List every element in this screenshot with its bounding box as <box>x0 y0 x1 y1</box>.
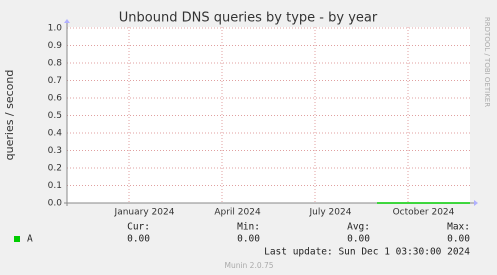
summary-value: 0.00 <box>447 234 470 245</box>
summary-value: 0.00 <box>237 234 260 245</box>
summary-header: Avg: <box>347 222 370 233</box>
summary-header: Cur: <box>127 222 150 233</box>
summary-header: Max: <box>447 222 470 233</box>
y-axis-label: queries / second <box>3 70 16 161</box>
y-tick-label: 0.1 <box>48 181 62 191</box>
side-text: RRDTOOL / TOBI OETIKER <box>483 17 491 107</box>
x-tick-label: October 2024 <box>393 208 455 218</box>
y-tick-label: 1.0 <box>48 24 63 34</box>
y-tick-label: 0.7 <box>48 76 62 86</box>
y-tick-label: 0.3 <box>48 146 62 156</box>
x-tick-label: January 2024 <box>114 208 175 218</box>
summary-value: 0.00 <box>347 234 370 245</box>
chart-title: Unbound DNS queries by type - by year <box>119 11 378 26</box>
footer: Munin 2.0.75 <box>224 261 273 270</box>
y-tick-label: 0.2 <box>48 164 62 174</box>
x-axis-arrow <box>474 200 478 206</box>
y-tick-label: 0.4 <box>48 129 63 139</box>
y-tick-label: 0.9 <box>48 41 63 51</box>
y-tick-label: 0.5 <box>48 111 62 121</box>
summary-value: 0.00 <box>127 234 150 245</box>
legend-label: A <box>27 234 33 245</box>
x-tick-label: April 2024 <box>214 208 261 218</box>
x-tick-label: July 2024 <box>309 208 352 218</box>
y-axis-arrow <box>64 19 70 23</box>
y-tick-label: 0.6 <box>48 94 63 104</box>
legend-swatch <box>14 236 20 242</box>
y-tick-label: 0.0 <box>48 199 63 209</box>
summary-header: Min: <box>237 222 260 233</box>
last-update: Last update: Sun Dec 1 03:30:00 2024 <box>264 247 470 258</box>
y-tick-label: 0.8 <box>48 59 63 69</box>
